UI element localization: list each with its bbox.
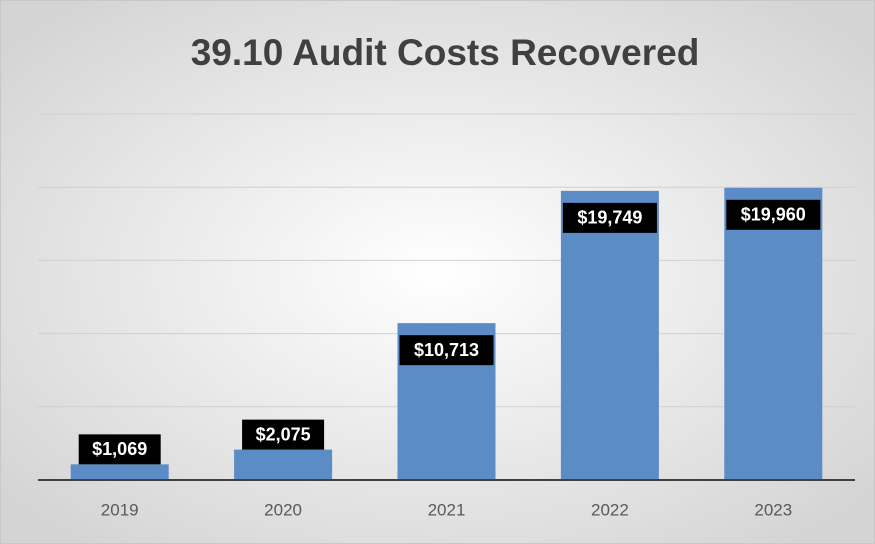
bar [560, 190, 659, 480]
x-tick-label: 2020 [264, 500, 302, 519]
value-label: $19,960 [741, 205, 806, 225]
value-label: $19,749 [577, 208, 642, 228]
bar [724, 187, 823, 481]
bar [234, 449, 333, 480]
chart-title: 39.10 Audit Costs Recovered [191, 32, 700, 73]
value-label: $10,713 [414, 340, 479, 360]
value-label-box [562, 202, 657, 233]
x-tick-label: 2023 [754, 500, 792, 519]
x-tick-label: 2021 [428, 500, 466, 519]
bar [70, 464, 169, 480]
value-label: $2,075 [256, 424, 311, 444]
x-tick-label: 2022 [591, 500, 629, 519]
x-tick-label: 2019 [101, 500, 139, 519]
value-label-box [399, 335, 494, 366]
value-label-box [726, 199, 821, 230]
value-label-box [242, 419, 325, 450]
value-label: $1,069 [92, 439, 147, 459]
value-label-box [78, 434, 161, 465]
